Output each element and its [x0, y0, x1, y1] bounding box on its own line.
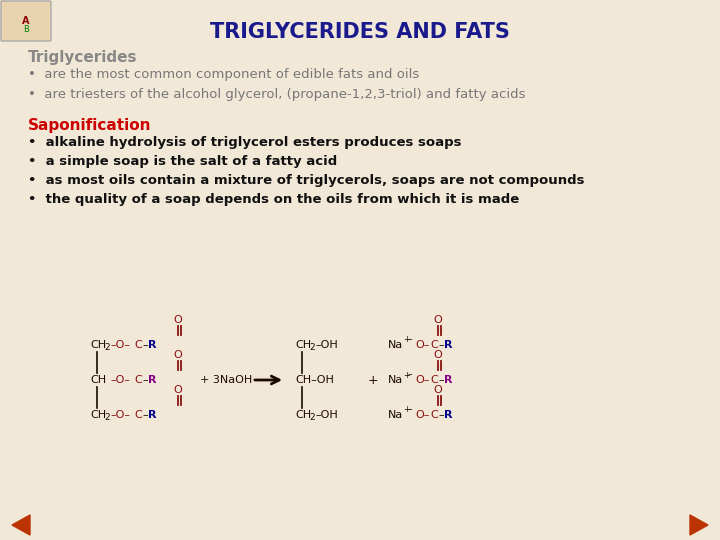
Text: O: O [433, 315, 442, 325]
Text: CH: CH [295, 410, 311, 420]
Text: +: + [403, 406, 410, 415]
Text: –OH: –OH [315, 410, 338, 420]
Text: R: R [444, 375, 452, 385]
Text: Na: Na [388, 375, 403, 385]
Text: +: + [403, 335, 410, 345]
Text: CH: CH [90, 375, 106, 385]
Text: C: C [134, 340, 142, 350]
Text: B: B [23, 25, 29, 35]
Text: –: – [408, 406, 413, 415]
Text: Triglycerides: Triglycerides [28, 50, 138, 65]
Text: R: R [444, 410, 452, 420]
Text: –: – [142, 375, 148, 385]
Text: C: C [134, 410, 142, 420]
Text: Na: Na [388, 340, 403, 350]
Text: O: O [174, 350, 182, 360]
Text: 2: 2 [309, 414, 315, 422]
Text: •  are triesters of the alcohol glycerol, (propane-1,2,3-triol) and fatty acids: • are triesters of the alcohol glycerol,… [28, 88, 526, 101]
Text: •  alkaline hydrolysis of triglycerol esters produces soaps: • alkaline hydrolysis of triglycerol est… [28, 136, 462, 149]
Text: O–: O– [415, 375, 429, 385]
Text: +: + [403, 370, 410, 380]
Text: –: – [408, 370, 413, 380]
Text: CH: CH [295, 340, 311, 350]
Text: •  as most oils contain a mixture of triglycerols, soaps are not compounds: • as most oils contain a mixture of trig… [28, 174, 585, 187]
Text: –: – [142, 340, 148, 350]
Text: –: – [438, 375, 444, 385]
Text: O–: O– [415, 340, 429, 350]
Text: 2: 2 [309, 343, 315, 353]
Text: CH: CH [90, 340, 106, 350]
Text: CH: CH [90, 410, 106, 420]
Text: C: C [430, 340, 438, 350]
Text: CH–OH: CH–OH [295, 375, 334, 385]
Text: O: O [433, 385, 442, 395]
Text: –O–: –O– [110, 340, 130, 350]
Text: O–: O– [415, 410, 429, 420]
Text: O: O [433, 350, 442, 360]
Text: 2: 2 [104, 414, 109, 422]
Text: R: R [444, 340, 452, 350]
Polygon shape [690, 515, 708, 535]
Text: C: C [430, 410, 438, 420]
Text: C: C [430, 375, 438, 385]
Text: R: R [148, 410, 156, 420]
Text: TRIGLYCERIDES AND FATS: TRIGLYCERIDES AND FATS [210, 22, 510, 42]
Text: R: R [148, 340, 156, 350]
Text: –: – [438, 340, 444, 350]
Text: Na: Na [388, 410, 403, 420]
Text: •  the quality of a soap depends on the oils from which it is made: • the quality of a soap depends on the o… [28, 193, 519, 206]
Text: R: R [148, 375, 156, 385]
Text: –: – [408, 335, 413, 345]
Text: –O–: –O– [110, 410, 130, 420]
Text: •  a simple soap is the salt of a fatty acid: • a simple soap is the salt of a fatty a… [28, 155, 337, 168]
Text: –OH: –OH [315, 340, 338, 350]
Text: •  are the most common component of edible fats and oils: • are the most common component of edibl… [28, 68, 419, 81]
Text: C: C [134, 375, 142, 385]
Text: –: – [438, 410, 444, 420]
Polygon shape [12, 515, 30, 535]
Text: O: O [174, 315, 182, 325]
Text: Saponification: Saponification [28, 118, 151, 133]
Text: A: A [22, 16, 30, 26]
FancyBboxPatch shape [1, 1, 51, 41]
Text: +: + [368, 374, 379, 387]
Text: O: O [174, 385, 182, 395]
Text: –O–: –O– [110, 375, 130, 385]
Text: + 3NaOH: + 3NaOH [200, 375, 252, 385]
Text: –: – [142, 410, 148, 420]
Text: 2: 2 [104, 343, 109, 353]
